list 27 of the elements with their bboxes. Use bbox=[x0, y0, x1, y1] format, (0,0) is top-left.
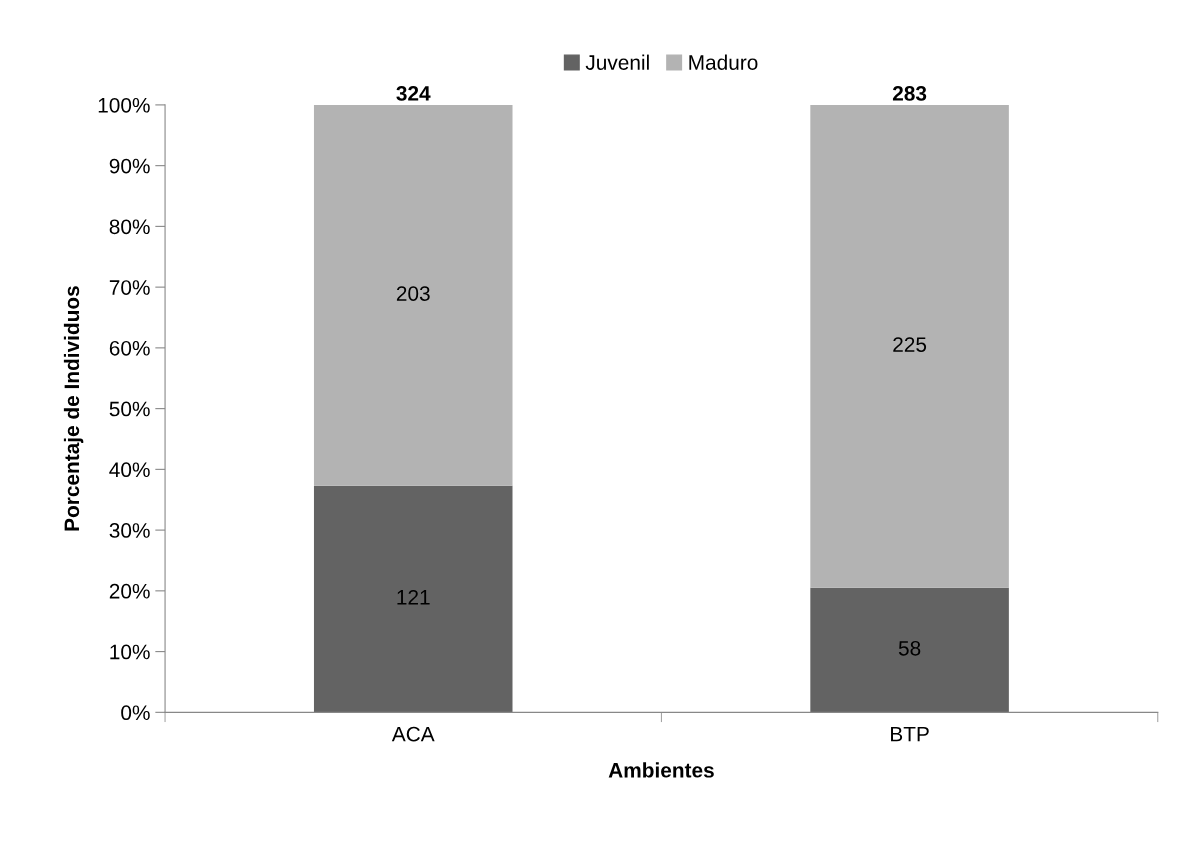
annotation: 324 bbox=[396, 86, 431, 101]
y-tick-label: 40% bbox=[109, 462, 150, 478]
y-tick-label: 90% bbox=[109, 158, 150, 174]
y-tick-label: 30% bbox=[109, 523, 150, 538]
bar bbox=[810, 587, 1009, 713]
x-axis-title: Ambientes bbox=[608, 762, 714, 778]
y-tick-label: 60% bbox=[109, 340, 150, 356]
bar bbox=[313, 104, 513, 486]
annotation: 203 bbox=[396, 286, 430, 301]
annotation: 283 bbox=[892, 86, 927, 101]
annotation: 58 bbox=[898, 640, 921, 656]
x-tick-label: BTP bbox=[891, 726, 929, 742]
x-tick-label: ACA bbox=[391, 726, 435, 742]
y-tick-label: 70% bbox=[109, 280, 150, 295]
legend-label: Maduro bbox=[689, 54, 758, 70]
y-tick-label: 10% bbox=[110, 644, 150, 660]
annotation: 225 bbox=[893, 337, 927, 352]
y-tick-label: 50% bbox=[109, 401, 150, 417]
y-axis-title: Porcentaje de Individuos bbox=[63, 286, 84, 531]
legend-label: Juvenil bbox=[585, 54, 649, 70]
y-tick-label: 20% bbox=[109, 583, 150, 599]
y-tick-label: 100% bbox=[98, 97, 150, 113]
y-tick-label: 0% bbox=[121, 705, 150, 721]
y-tick-label: 80% bbox=[109, 219, 150, 235]
bar bbox=[313, 485, 513, 713]
bar bbox=[810, 104, 1009, 588]
annotation: 121 bbox=[397, 589, 430, 605]
